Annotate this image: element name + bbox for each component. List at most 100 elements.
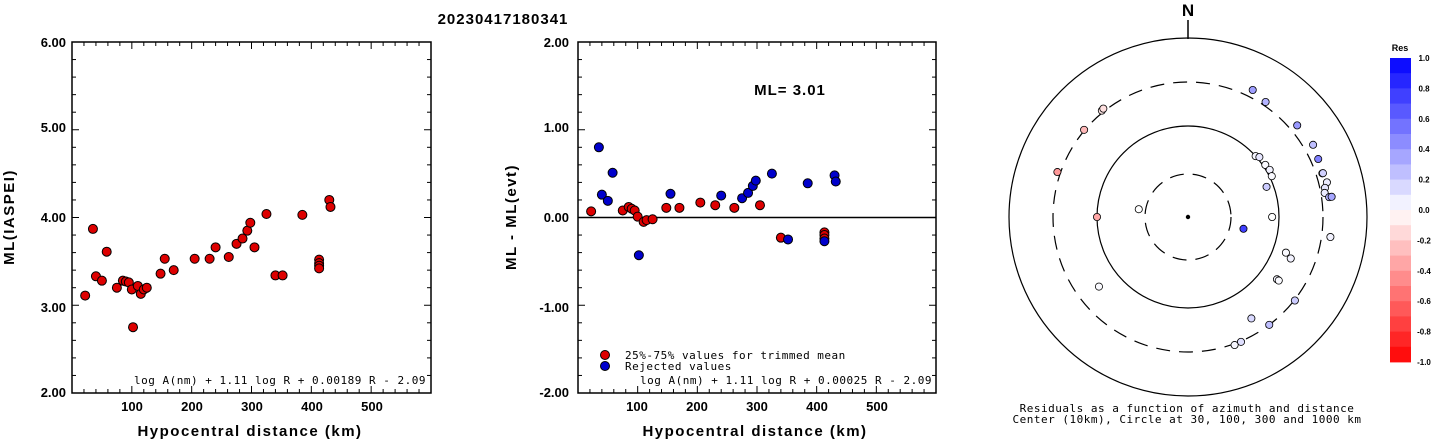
polar-caption-line2: Center (10km), Circle at 30, 100, 300 an… — [1012, 413, 1361, 426]
left-point-series-0 — [111, 282, 122, 293]
left-point-series-0 — [159, 253, 170, 264]
middle-panel: -2.00 -1.00 0.00 1.00 2.00 100 200 300 4… — [503, 35, 937, 440]
polar-point — [1247, 314, 1256, 323]
colorbar-block — [1390, 103, 1411, 120]
left-plot-frame — [71, 41, 432, 394]
colorbar-block — [1390, 346, 1411, 363]
legend-label-trimmed: 25%-75% values for trimmed mean — [625, 349, 846, 362]
left-ylabel: ML(IASPEI) — [1, 169, 18, 265]
left-ytick: 5.00 — [41, 120, 66, 135]
colorbar-tick-label: -1.0 — [1417, 358, 1431, 367]
colorbar-block — [1390, 134, 1411, 150]
middle-point-series-1 — [607, 167, 618, 178]
ring-dashed-large — [1052, 81, 1324, 353]
colorbar-block — [1390, 73, 1411, 89]
colorbar-block — [1390, 240, 1411, 256]
colorbar-tick-label: -0.6 — [1417, 297, 1431, 306]
colorbar-block — [1390, 58, 1411, 74]
polar-point — [1094, 282, 1103, 291]
left-point-series-0 — [128, 322, 139, 333]
colorbar-tick-label: 0.4 — [1418, 145, 1430, 154]
left-xtick: 100 — [121, 399, 143, 414]
legend-marker-trimmed — [600, 350, 610, 360]
colorbar-block — [1390, 179, 1411, 196]
middle-ytick: -2.00 — [539, 385, 569, 400]
middle-point-series-1 — [830, 176, 841, 187]
middle-point-series-1 — [819, 236, 830, 247]
left-point-series-0 — [80, 290, 91, 301]
middle-point-series-1 — [633, 250, 644, 261]
polar-point — [1248, 85, 1257, 94]
polar-point — [1099, 104, 1108, 113]
polar-point — [1080, 125, 1089, 134]
left-point-series-0 — [87, 223, 98, 234]
polar-data-points — [1053, 85, 1336, 350]
left-ytick: 3.00 — [41, 300, 66, 315]
left-xtick: 200 — [181, 399, 203, 414]
left-point-series-0 — [261, 208, 272, 219]
left-xtick: 300 — [241, 399, 263, 414]
colorbar-block — [1390, 210, 1411, 226]
polar-point — [1261, 160, 1270, 169]
polar-point — [1267, 172, 1276, 181]
polar-point — [1309, 140, 1318, 149]
polar-point — [1239, 224, 1248, 233]
middle-point-series-1 — [593, 142, 604, 153]
colorbar-block — [1390, 118, 1411, 135]
middle-point-series-0 — [586, 206, 597, 217]
colorbar-tick-label: 1.0 — [1418, 54, 1430, 63]
colorbar-block — [1390, 301, 1411, 317]
middle-point-series-0 — [661, 202, 672, 213]
middle-point-series-1 — [665, 188, 676, 199]
colorbar-block — [1390, 225, 1411, 241]
polar-point — [1265, 320, 1274, 329]
polar-point — [1134, 205, 1143, 214]
left-point-series-0 — [297, 209, 308, 220]
left-point-series-0 — [155, 268, 166, 279]
north-label: N — [1182, 1, 1194, 20]
middle-xtick: 500 — [866, 399, 888, 414]
middle-ylabel: ML - ML(evt) — [503, 164, 520, 270]
colorbar: Res 1.0 0.8 0.6 0.4 0.2 0.0 -0.2 -0.4 -0.6 -0.8 -1… — [1390, 43, 1431, 367]
left-point-series-0 — [141, 282, 152, 293]
colorbar-block — [1390, 270, 1411, 287]
left-point-series-0 — [101, 246, 112, 257]
middle-point-series-0 — [729, 202, 740, 213]
left-ytick: 4.00 — [41, 210, 66, 225]
polar-point — [1293, 121, 1302, 130]
left-point-series-0 — [245, 217, 256, 228]
colorbar-ticks: 1.0 0.8 0.6 0.4 0.2 0.0 -0.2 -0.4 -0.6 -0.8 -1.0 — [1417, 54, 1431, 367]
left-point-series-0 — [204, 253, 215, 264]
middle-xtick: 200 — [686, 399, 708, 414]
left-point-series-0 — [277, 270, 288, 281]
polar-point — [1281, 248, 1290, 257]
left-xtick: 500 — [361, 399, 383, 414]
middle-point-series-0 — [754, 200, 765, 211]
polar-point — [1230, 341, 1239, 350]
polar-point — [1093, 212, 1102, 221]
middle-point-series-1 — [766, 168, 777, 179]
left-ytick: 6.00 — [41, 35, 66, 50]
middle-xlabel: Hypocentral distance (km) — [642, 423, 867, 440]
left-point-series-0 — [325, 201, 336, 212]
colorbar-block — [1390, 149, 1411, 165]
polar-point — [1262, 182, 1271, 191]
left-tick-marks — [71, 41, 432, 394]
center-point — [1185, 214, 1191, 220]
polar-point — [1286, 254, 1295, 263]
left-formula: log A(nm) + 1.11 log R + 0.00189 R - 2.0… — [134, 374, 426, 387]
middle-ytick: 1.00 — [544, 120, 569, 135]
middle-xtick: 300 — [746, 399, 768, 414]
ring-outer — [1008, 37, 1368, 397]
middle-point-series-0 — [695, 197, 706, 208]
left-point-series-0 — [210, 242, 221, 253]
left-point-series-0 — [168, 265, 179, 276]
left-point-series-0 — [189, 253, 200, 264]
colorbar-block — [1390, 194, 1411, 211]
polar-point — [1053, 168, 1062, 177]
middle-point-series-0 — [647, 214, 658, 225]
left-ytick: 2.00 — [41, 385, 66, 400]
ml-annotation: ML= 3.01 — [754, 82, 826, 99]
polar-point — [1314, 155, 1323, 164]
middle-xtick: 100 — [626, 399, 648, 414]
